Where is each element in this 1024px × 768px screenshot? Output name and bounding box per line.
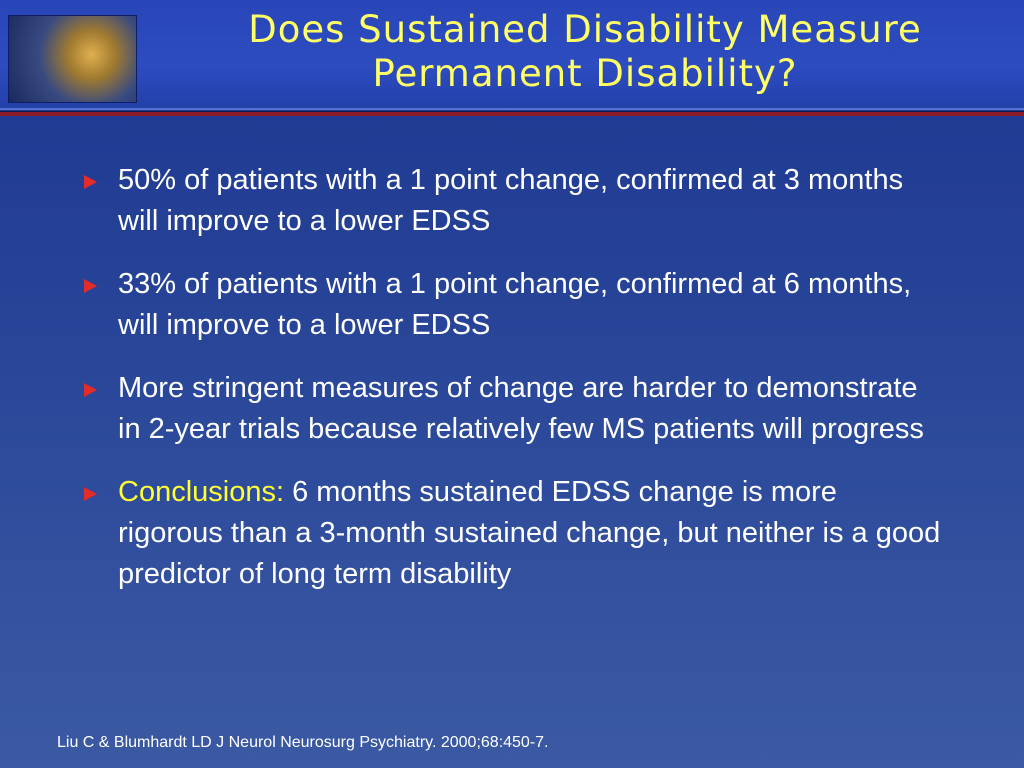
bullet: 33% of patients with a 1 point change, c…	[84, 264, 948, 346]
header-rule	[0, 111, 1024, 116]
title: Does Sustained Disability Measure Perman…	[150, 8, 1020, 96]
bullet: More stringent measures of change are ha…	[84, 368, 948, 450]
citation: Liu C & Blumhardt LD J Neurol Neurosurg …	[57, 734, 549, 751]
bullet: Conclusions: 6 months sustained EDSS cha…	[84, 472, 948, 595]
bullet-list: 50% of patients with a 1 point change, c…	[84, 160, 948, 617]
title-line: Does Sustained Disability Measure	[248, 8, 922, 51]
bullet-text: 50% of patients with a 1 point change, c…	[118, 164, 904, 237]
bullet-lead: Conclusions:	[118, 476, 285, 508]
bullet-text: 33% of patients with a 1 point change, c…	[118, 268, 912, 341]
title-line: Permanent Disability?	[372, 52, 798, 95]
header-bar	[0, 0, 1024, 110]
bullet: 50% of patients with a 1 point change, c…	[84, 160, 948, 242]
bullet-text: 6 months sustained EDSS change is more r…	[118, 476, 941, 590]
logo-image	[8, 15, 137, 103]
bullet-text: More stringent measures of change are ha…	[118, 372, 924, 445]
